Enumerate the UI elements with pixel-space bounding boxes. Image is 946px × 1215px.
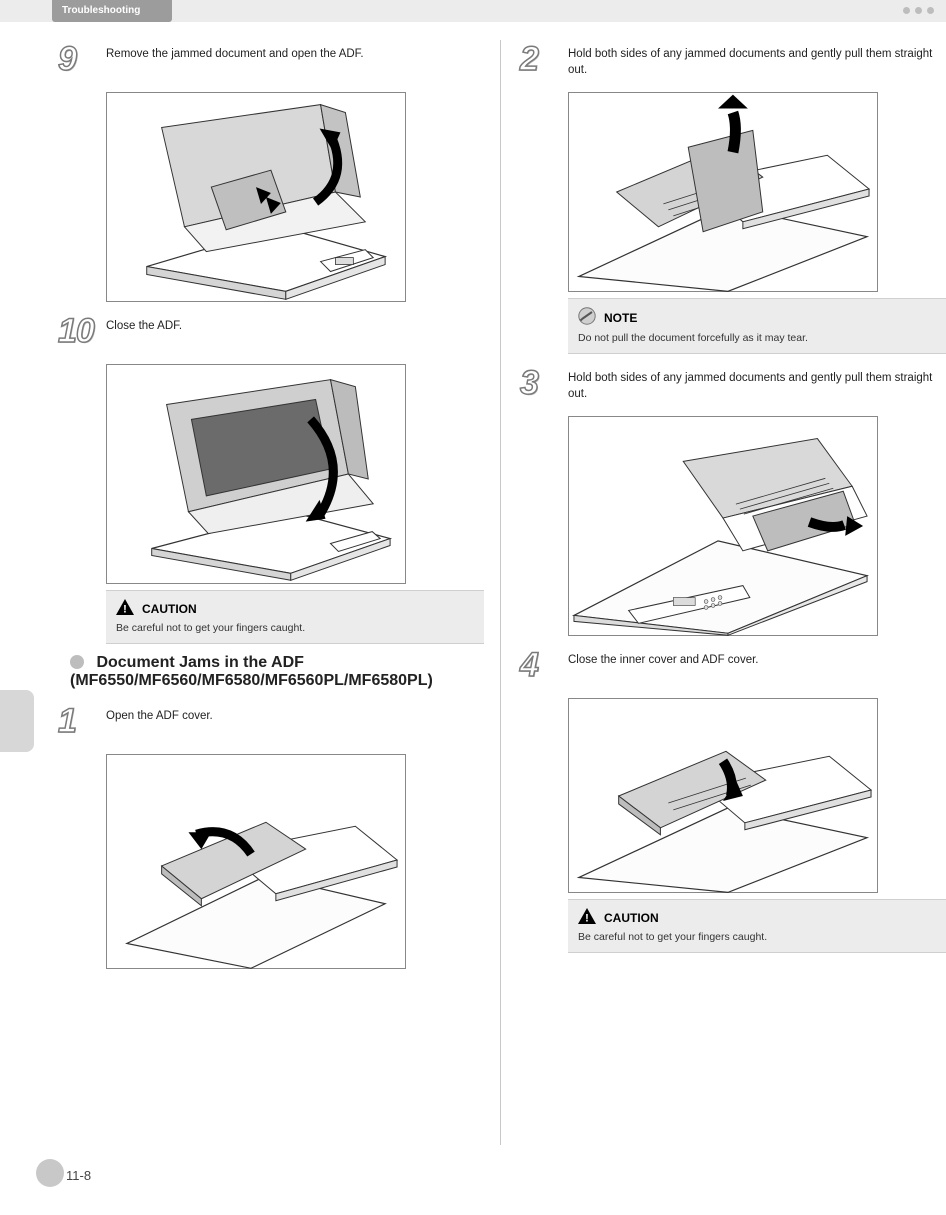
step-number: 2 bbox=[520, 40, 538, 79]
figure-step-1 bbox=[106, 754, 406, 969]
note-body: Do not pull the document forcefully as i… bbox=[578, 331, 936, 345]
step-number: 3 bbox=[520, 364, 538, 403]
caution-body: Be careful not to get your fingers caugh… bbox=[578, 930, 936, 944]
left-column: 9 Remove the jammed document and open th… bbox=[52, 40, 484, 1165]
right-column: 2 Hold both sides of any jammed document… bbox=[514, 40, 946, 1165]
section-heading: Document Jams in the ADF (MF6550/MF6560/… bbox=[70, 654, 484, 690]
step-number: 10 bbox=[58, 312, 94, 351]
step-1: 1 Open the ADF cover. bbox=[52, 702, 484, 969]
step-number: 9 bbox=[58, 40, 76, 79]
tab-dots bbox=[903, 7, 934, 14]
figure-step-9 bbox=[106, 92, 406, 302]
caution-box: ! CAUTION Be careful not to get your fin… bbox=[568, 899, 946, 953]
step-3: 3 Hold both sides of any jammed document… bbox=[514, 364, 946, 636]
caution-icon: ! bbox=[578, 908, 596, 927]
step-10: 10 Close the ADF. bbox=[52, 312, 484, 644]
step-text: Open the ADF cover. bbox=[106, 702, 484, 746]
page-number: 11-8 bbox=[66, 1168, 91, 1183]
figure-step-3 bbox=[568, 416, 878, 636]
step-number: 1 bbox=[58, 702, 76, 741]
step-text: Hold both sides of any jammed documents … bbox=[568, 40, 946, 84]
column-divider bbox=[500, 40, 501, 1145]
figure-step-10 bbox=[106, 364, 406, 584]
step-text: Close the inner cover and ADF cover. bbox=[568, 646, 946, 690]
note-label: NOTE bbox=[604, 311, 637, 325]
figure-step-4 bbox=[568, 698, 878, 893]
step-text: Close the ADF. bbox=[106, 312, 484, 356]
caution-label: CAUTION bbox=[604, 911, 659, 925]
bullet-icon bbox=[70, 655, 84, 669]
footer-bullet-icon bbox=[36, 1159, 64, 1187]
step-number: 4 bbox=[520, 646, 538, 685]
step-text: Remove the jammed document and open the … bbox=[106, 40, 484, 84]
step-4: 4 Close the inner cover and ADF cover. bbox=[514, 646, 946, 953]
caution-box: ! CAUTION Be careful not to get your fin… bbox=[106, 590, 484, 644]
svg-text:!: ! bbox=[585, 913, 589, 925]
section-heading-text: Document Jams in the ADF (MF6550/MF6560/… bbox=[70, 654, 433, 689]
tab-bar: Troubleshooting bbox=[0, 0, 946, 22]
page: Troubleshooting 9 Remove the jammed docu… bbox=[0, 0, 946, 1215]
caution-icon: ! bbox=[116, 599, 134, 618]
caution-body: Be careful not to get your fingers caugh… bbox=[116, 621, 474, 635]
note-box: NOTE Do not pull the document forcefully… bbox=[568, 298, 946, 354]
note-icon bbox=[578, 307, 596, 328]
svg-text:!: ! bbox=[123, 604, 127, 616]
step-2: 2 Hold both sides of any jammed document… bbox=[514, 40, 946, 354]
caution-label: CAUTION bbox=[142, 602, 197, 616]
step-9: 9 Remove the jammed document and open th… bbox=[52, 40, 484, 302]
side-thumb-tab bbox=[0, 690, 34, 752]
step-text: Hold both sides of any jammed documents … bbox=[568, 364, 946, 408]
figure-step-2 bbox=[568, 92, 878, 292]
tab-troubleshooting: Troubleshooting bbox=[52, 0, 172, 22]
